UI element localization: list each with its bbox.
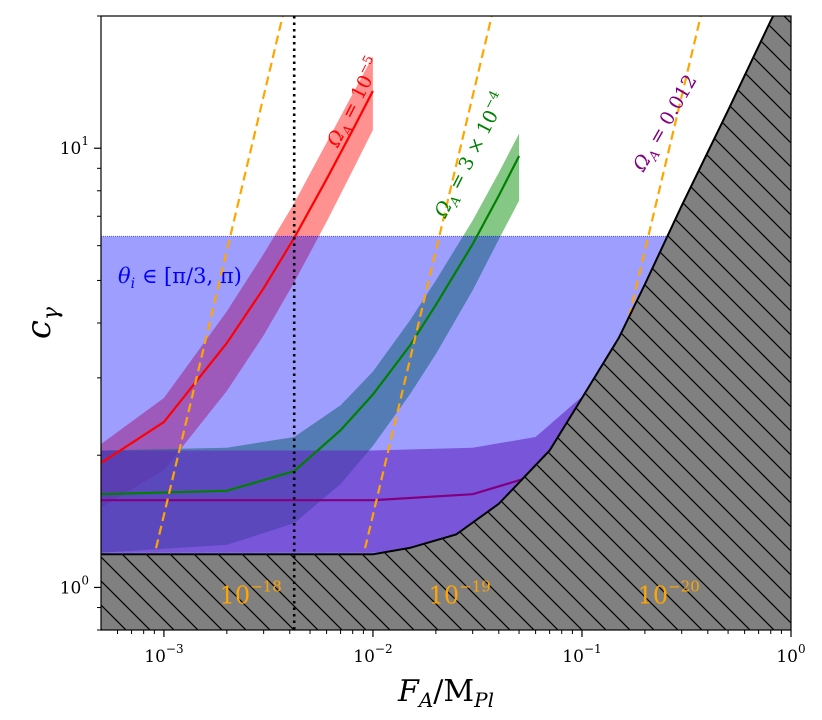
x-axis-title: FA/MPl	[397, 674, 494, 712]
x-tick-label-1: 10−3	[144, 642, 183, 667]
x-axis-ticks: 10−3 10−2 10−1 100	[117, 630, 806, 667]
x-tick-label-2: 10−2	[353, 642, 392, 667]
contour-label-3: 10−20	[638, 577, 700, 609]
y-axis-ticks: 100 101	[60, 15, 101, 631]
excluded-region-fill	[101, 16, 791, 630]
excluded-region	[101, 16, 791, 630]
contour-line-2	[344, 16, 493, 630]
series-line-1	[101, 90, 374, 464]
excluded-region-boundary	[101, 16, 775, 556]
x-tick-label-4: 100	[776, 642, 805, 667]
y-tick-label-1: 100	[60, 573, 89, 598]
contour-label-1: 10−18	[220, 577, 282, 609]
svg-text:cγ: cγ	[19, 306, 64, 339]
contour-label-2: 10−19	[429, 577, 491, 609]
x-tick-label-3: 10−1	[562, 642, 601, 667]
contour-line-1	[135, 16, 284, 630]
contour-labels: 10−18 10−19 10−20	[220, 577, 700, 609]
plot-area: θi ∈ [π/3, π) 10−18 10−19 10−20 ΩA = 10−5Ω…	[101, 16, 791, 630]
series-band-1	[101, 56, 373, 508]
y-axis-title: cγ	[19, 306, 64, 339]
series-line-2	[101, 155, 521, 496]
y-tick-label-2: 101	[60, 134, 89, 159]
theta-band-label: θi ∈ [π/3, π)	[118, 264, 242, 292]
svg-text:FA/MPl: FA/MPl	[397, 674, 494, 712]
